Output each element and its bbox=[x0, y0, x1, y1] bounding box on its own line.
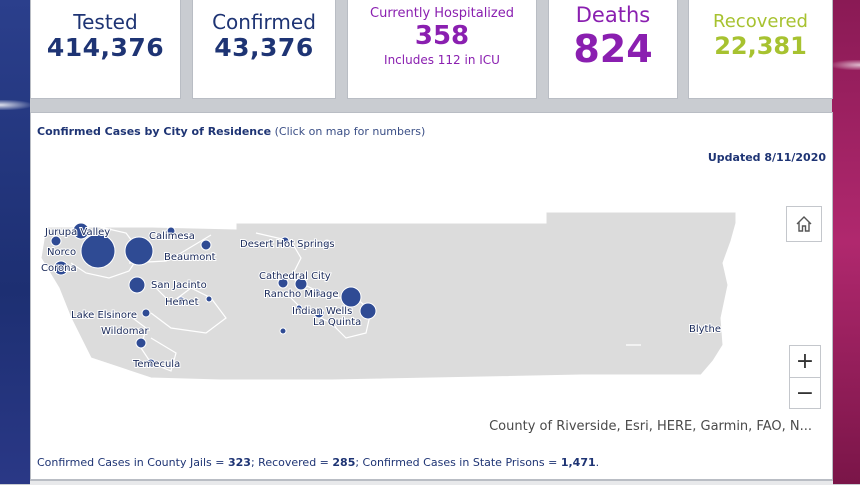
city-label[interactable]: Indian Wells bbox=[291, 305, 353, 318]
hospitalized-label: Currently Hospitalized bbox=[370, 6, 514, 21]
deaths-card: Deaths 824 bbox=[548, 0, 678, 99]
city-case-bubble[interactable] bbox=[80, 233, 116, 269]
city-case-bubble[interactable] bbox=[72, 222, 90, 240]
city-case-bubble[interactable] bbox=[205, 295, 213, 303]
tab-strip[interactable] bbox=[30, 480, 833, 485]
city-case-bubble[interactable] bbox=[295, 304, 303, 312]
city-label[interactable]: Lake Elsinore bbox=[70, 309, 138, 322]
city-case-bubble[interactable] bbox=[294, 277, 308, 291]
city-label[interactable]: Wildomar bbox=[100, 325, 151, 338]
city-case-bubble[interactable] bbox=[128, 276, 146, 294]
light-flare bbox=[0, 100, 30, 110]
city-case-bubble[interactable] bbox=[146, 358, 156, 368]
city-label[interactable]: Rancho Mirage bbox=[263, 288, 339, 301]
zoom-out-button[interactable]: − bbox=[790, 377, 820, 409]
tested-card: Tested 414,376 bbox=[30, 0, 181, 99]
city-case-bubble[interactable] bbox=[53, 260, 69, 276]
city-case-bubble[interactable] bbox=[135, 337, 147, 349]
city-case-bubble[interactable] bbox=[141, 308, 151, 318]
city-label[interactable]: Hemet bbox=[164, 296, 200, 309]
city-case-bubble[interactable] bbox=[280, 236, 290, 246]
jails-recovered-value: 285 bbox=[332, 456, 356, 469]
jail-prison-note: Confirmed Cases in County Jails = 323; R… bbox=[37, 456, 599, 469]
zoom-control: + − bbox=[789, 345, 821, 409]
map-title-text: Confirmed Cases by City of Residence bbox=[37, 125, 272, 138]
city-case-bubble[interactable] bbox=[50, 235, 62, 247]
jails-label: Confirmed Cases in County Jails = bbox=[37, 456, 228, 469]
home-icon bbox=[796, 216, 812, 232]
footer-end: . bbox=[595, 456, 600, 469]
city-case-bubble[interactable] bbox=[124, 236, 154, 266]
zoom-in-button[interactable]: + bbox=[795, 349, 815, 374]
recovered-label: Recovered bbox=[713, 11, 808, 32]
icu-note: Includes 112 in ICU bbox=[384, 53, 500, 67]
map-attribution: County of Riverside, Esri, HERE, Garmin,… bbox=[489, 419, 812, 434]
deaths-label: Deaths bbox=[575, 3, 651, 27]
background-left-panel bbox=[0, 0, 30, 484]
county-land[interactable] bbox=[40, 211, 737, 381]
prisons-value: 1,471 bbox=[560, 456, 596, 469]
city-case-bubble[interactable] bbox=[277, 277, 289, 289]
city-label[interactable]: Temecula bbox=[131, 358, 181, 371]
city-case-bubble[interactable] bbox=[323, 239, 331, 247]
recovered-value: 22,381 bbox=[714, 32, 807, 60]
confirmed-label: Confirmed bbox=[212, 10, 316, 34]
city-case-bubble[interactable] bbox=[176, 296, 186, 306]
city-label[interactable]: Cathedral City bbox=[258, 270, 332, 283]
prisons-label: ; Confirmed Cases in State Prisons = bbox=[355, 456, 561, 469]
updated-date: Updated 8/11/2020 bbox=[707, 151, 826, 164]
city-case-bubble[interactable] bbox=[279, 327, 287, 335]
home-button[interactable] bbox=[786, 206, 822, 242]
tested-value: 414,376 bbox=[46, 33, 165, 62]
jails-recovered-label: ; Recovered = bbox=[250, 456, 333, 469]
tested-label: Tested bbox=[73, 10, 138, 34]
city-label[interactable]: Calimesa bbox=[148, 230, 196, 243]
city-case-bubble[interactable] bbox=[313, 307, 325, 319]
hospitalized-value: 358 bbox=[414, 21, 470, 51]
confirmed-value: 43,376 bbox=[214, 33, 314, 62]
light-flare bbox=[832, 60, 860, 70]
city-case-bubble[interactable] bbox=[187, 281, 195, 289]
city-label[interactable]: Beaumont bbox=[163, 251, 217, 264]
city-label[interactable]: San Jacinto bbox=[150, 279, 208, 292]
bubble-layer bbox=[50, 222, 377, 368]
city-label[interactable]: Norco bbox=[46, 246, 77, 259]
city-case-bubble[interactable] bbox=[166, 226, 176, 236]
city-case-bubble[interactable] bbox=[200, 239, 212, 251]
city-label[interactable]: Jurupa Valley bbox=[43, 226, 111, 239]
city-label[interactable]: Corona bbox=[40, 262, 78, 275]
city-label[interactable]: Blythe bbox=[688, 323, 722, 336]
map-title: Confirmed Cases by City of Residence (Cl… bbox=[37, 125, 425, 138]
background-right-panel bbox=[832, 0, 860, 484]
map-panel: Confirmed Cases by City of Residence (Cl… bbox=[30, 112, 833, 480]
city-case-bubble[interactable] bbox=[340, 286, 362, 308]
label-layer: Jurupa Valley Norco Corona Calimesa Beaumont… bbox=[40, 226, 722, 371]
county-map[interactable]: Jurupa Valley Norco Corona Calimesa Beaumont… bbox=[31, 113, 832, 479]
city-label[interactable]: La Quinta bbox=[312, 316, 362, 329]
hospitalized-card: Currently Hospitalized 358 Includes 112 … bbox=[347, 0, 537, 99]
city-case-bubble[interactable] bbox=[312, 288, 322, 298]
city-case-bubble[interactable] bbox=[359, 302, 377, 320]
city-label[interactable]: Desert Hot Springs bbox=[239, 238, 336, 251]
deaths-value: 824 bbox=[573, 27, 653, 71]
recovered-card: Recovered 22,381 bbox=[688, 0, 833, 99]
map-hint: (Click on map for numbers) bbox=[274, 125, 426, 138]
confirmed-card: Confirmed 43,376 bbox=[192, 0, 336, 99]
jails-value: 323 bbox=[228, 456, 251, 469]
